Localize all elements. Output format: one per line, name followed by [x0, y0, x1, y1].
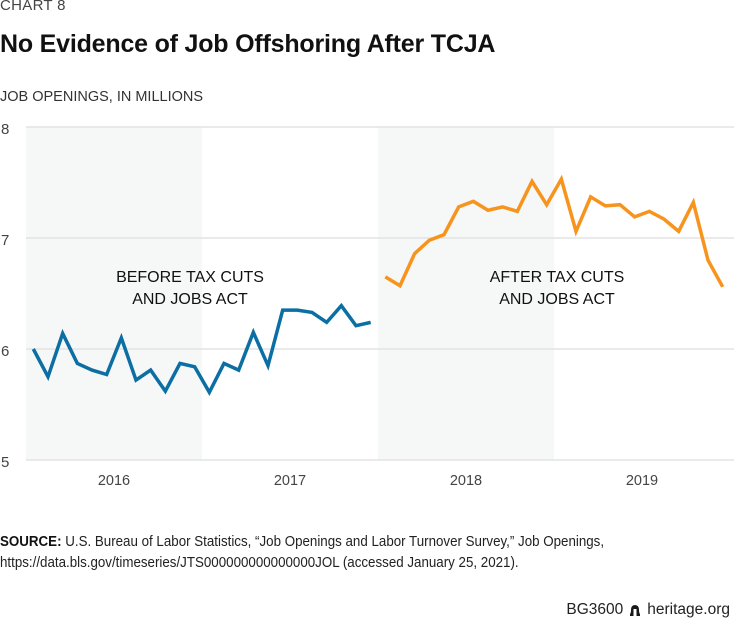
y-tick-labels: 5 6 7 8	[1, 121, 9, 471]
x-tick-label: 2016	[98, 473, 130, 489]
y-tick-label: 5	[1, 454, 9, 471]
y-tick-label: 6	[1, 343, 9, 360]
y-tick-label: 7	[1, 232, 9, 249]
series-line-before	[31, 302, 372, 396]
annotation-label: AND JOBS ACT	[132, 291, 248, 308]
series-lines	[31, 174, 725, 396]
source-url: https://data.bls.gov/timeseries/JTS00000…	[0, 555, 519, 571]
source-text: U.S. Bureau of Labor Statistics, “Job Op…	[61, 534, 605, 550]
x-tick-label: 2018	[450, 473, 482, 489]
chart-kicker: CHART 8	[0, 0, 66, 14]
gridlines	[26, 126, 734, 461]
report-id: BG3600	[566, 601, 624, 618]
line-chart: 5 6 7 8 2016 2017 2018 2019 BEFORE TAX CUTS AND…	[1, 121, 734, 489]
shaded-band-2016	[26, 127, 202, 460]
liberty-bell-icon	[630, 604, 641, 616]
footer-credit: BG3600 heritage.org	[566, 601, 730, 619]
source-label: SOURCE:	[0, 534, 62, 550]
y-axis-label: JOB OPENINGS, IN MILLIONS	[0, 89, 204, 105]
shaded-band-2018	[378, 127, 554, 460]
annotation-label: AND JOBS ACT	[499, 291, 615, 308]
y-tick-label: 8	[1, 121, 9, 138]
annotations: BEFORE TAX CUTS AND JOBS ACT AFTER TAX CUT…	[116, 269, 624, 308]
source-note: SOURCE: U.S. Bureau of Labor Statistics,…	[0, 532, 727, 574]
x-tick-label: 2017	[274, 473, 306, 489]
series-line-after	[384, 174, 725, 289]
annotation-label: AFTER TAX CUTS	[490, 269, 625, 286]
site-link[interactable]: heritage.org	[647, 601, 730, 618]
shaded-year-bands	[26, 127, 554, 460]
x-tick-labels: 2016 2017 2018 2019	[98, 473, 658, 489]
annotation-label: BEFORE TAX CUTS	[116, 269, 264, 286]
chart-title: No Evidence of Job Offshoring After TCJA	[0, 30, 496, 58]
x-tick-label: 2019	[626, 473, 658, 489]
